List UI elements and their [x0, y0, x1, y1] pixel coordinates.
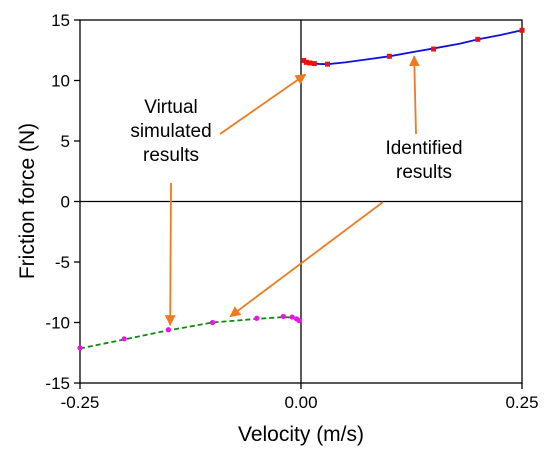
y-tick-label: -15	[45, 374, 70, 393]
annotation-0-text: Virtual	[144, 97, 198, 118]
series-1-point	[431, 46, 437, 52]
annotation-1-text: results	[396, 162, 452, 183]
series-1-point	[475, 36, 481, 42]
series-1-point	[307, 60, 313, 66]
series-3-point	[121, 336, 127, 342]
series-3-point	[77, 345, 83, 351]
annotation-1-text: Identified	[385, 138, 462, 159]
series-3-point	[254, 315, 260, 321]
series-2-line	[79, 316, 299, 350]
series-layer	[77, 27, 525, 351]
y-tick-label: -5	[55, 253, 70, 272]
series-1-point	[519, 27, 525, 33]
y-tick-label: 5	[61, 132, 70, 151]
annotation-0-arrow	[219, 73, 307, 135]
y-tick-label: -10	[45, 314, 70, 333]
axes-layer: -0.25 0.00 0.25 15 10 5 0 -5 -10 -15	[45, 11, 538, 412]
annotation-1-arrow	[229, 201, 384, 318]
x-tick-label: -0.25	[61, 393, 100, 412]
series-1-point	[386, 53, 392, 59]
series-3-point	[296, 318, 302, 324]
y-tick-label: 0	[61, 193, 70, 212]
annotation-layer: Virtual simulated results Identified results	[130, 55, 463, 326]
y-tick-label: 10	[51, 72, 70, 91]
series-3-point	[165, 327, 171, 333]
series-1-point	[301, 58, 307, 64]
series-1-point	[311, 61, 317, 67]
series-3-point	[289, 314, 295, 320]
annotation-0-text: simulated	[130, 121, 211, 142]
series-3-point	[210, 319, 216, 326]
series-1-point	[325, 61, 331, 67]
x-tick-label: 0.25	[505, 393, 538, 412]
x-tick-label: 0.00	[284, 393, 317, 412]
annotation-0-text: results	[143, 145, 199, 166]
annotation-0-arrow	[164, 182, 176, 326]
annotation-1-arrow	[408, 55, 420, 135]
series-3-point	[280, 313, 286, 320]
y-axis-label: Friction force (N)	[16, 123, 39, 279]
x-axis-label: Velocity (m/s)	[238, 423, 364, 446]
y-tick-label: 15	[51, 11, 70, 30]
series-1-point	[303, 59, 309, 65]
